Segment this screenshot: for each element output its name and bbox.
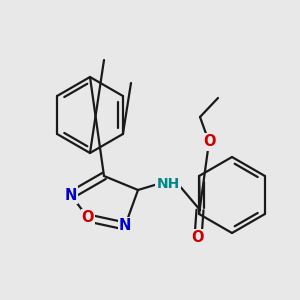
Text: N: N <box>65 188 77 202</box>
Text: O: O <box>82 211 94 226</box>
Text: N: N <box>119 218 131 233</box>
Text: O: O <box>203 134 215 149</box>
Text: NH: NH <box>156 177 180 191</box>
Text: O: O <box>192 230 204 245</box>
